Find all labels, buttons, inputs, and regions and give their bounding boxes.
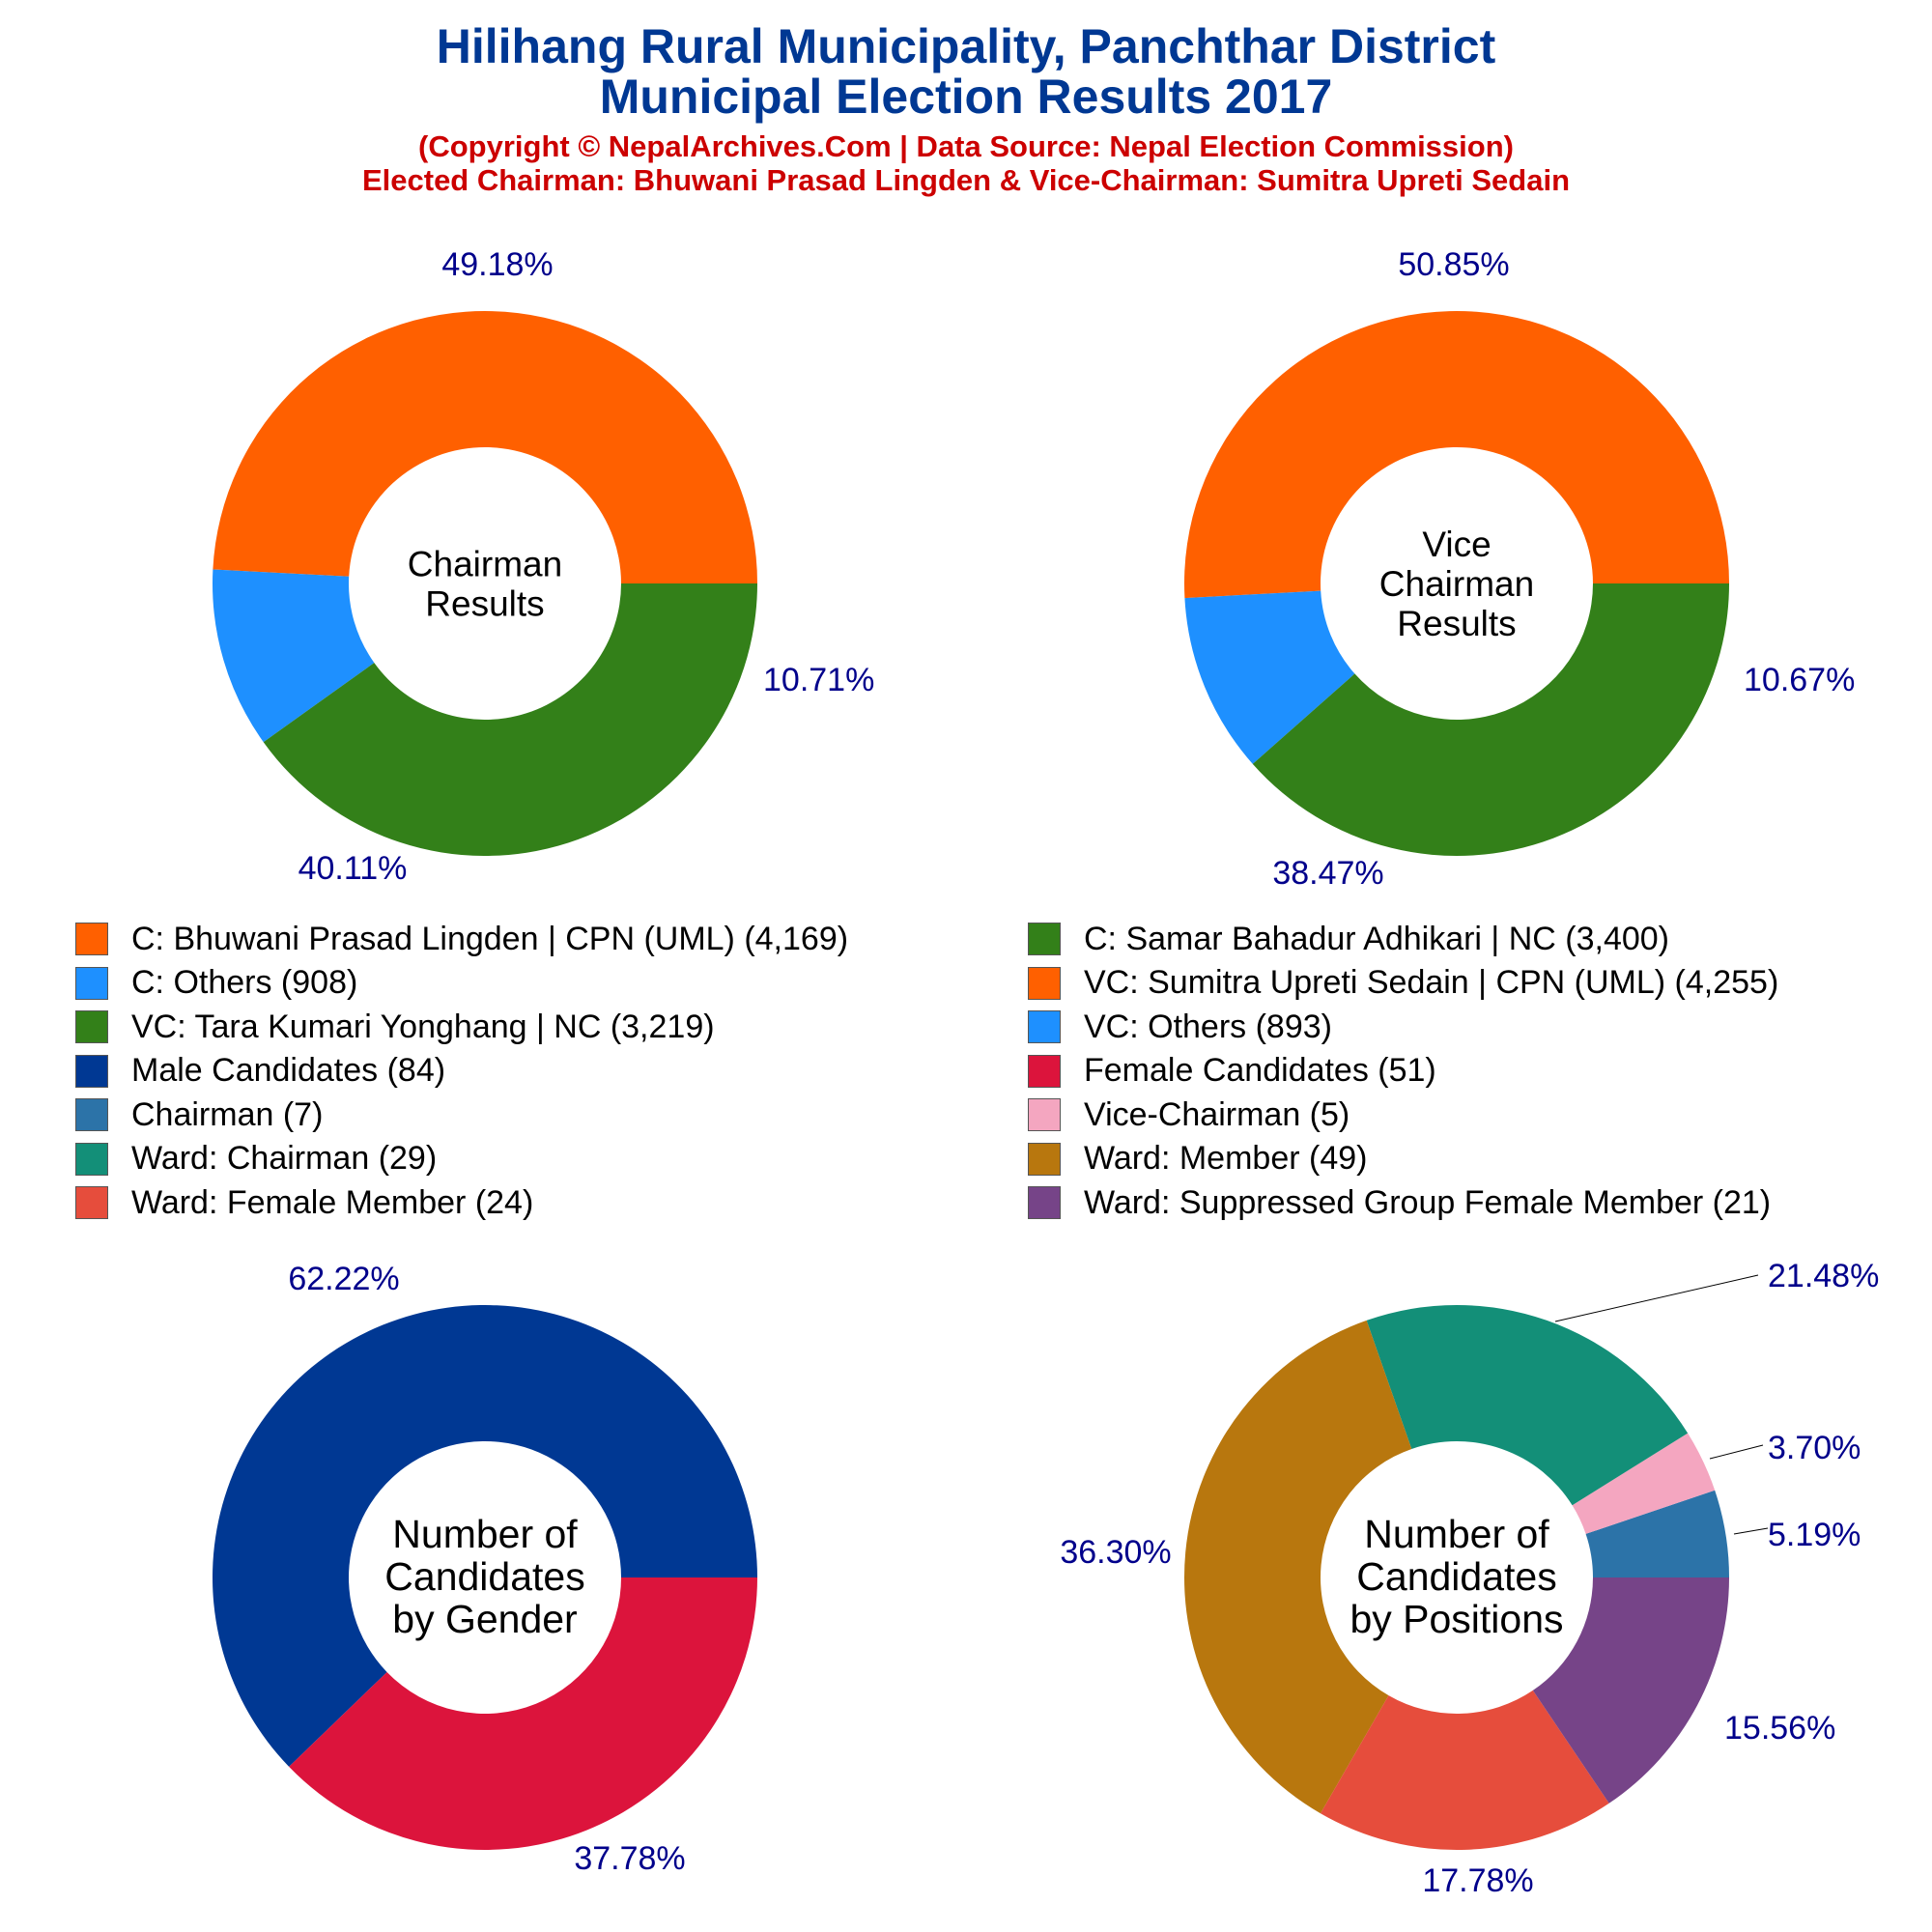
slice-pct-label: 62.22% — [288, 1261, 399, 1297]
legend-swatch — [1028, 1186, 1061, 1219]
slice-pct-label: 10.71% — [763, 662, 874, 698]
legend-item: VC: Tara Kumari Yonghang | NC (3,219) — [75, 1006, 715, 1048]
legend-label: Male Candidates (84) — [131, 1052, 446, 1089]
slice-pct-label: 49.18% — [441, 246, 553, 283]
legend-item: Ward: Suppressed Group Female Member (21… — [1028, 1181, 1771, 1224]
donut-slice — [1366, 1305, 1689, 1506]
donut-slice — [1184, 1320, 1412, 1814]
legend-label: C: Samar Bahadur Adhikari | NC (3,400) — [1084, 920, 1669, 957]
legend-swatch — [75, 923, 108, 955]
legend-item: VC: Sumitra Upreti Sedain | CPN (UML) (4… — [1028, 962, 1778, 1005]
legend-label: C: Bhuwani Prasad Lingden | CPN (UML) (4… — [131, 920, 849, 957]
legend-item: C: Bhuwani Prasad Lingden | CPN (UML) (4… — [75, 918, 848, 960]
slice-pct-label: 15.56% — [1724, 1710, 1835, 1747]
legend-swatch — [1028, 1010, 1061, 1043]
donut-slice — [263, 583, 757, 856]
legend-label: VC: Tara Kumari Yonghang | NC (3,219) — [131, 1008, 715, 1045]
leader-line — [1733, 1527, 1769, 1535]
legend-label: Ward: Suppressed Group Female Member (21… — [1084, 1183, 1772, 1221]
slice-pct-label: 38.47% — [1272, 855, 1383, 892]
legend-swatch — [75, 1098, 108, 1131]
center-label: Vice — [1422, 525, 1491, 564]
donut-slice — [1532, 1577, 1729, 1804]
chart-title-line2: Municipal Election Results 2017 — [599, 70, 1333, 124]
legend-swatch — [1028, 1142, 1061, 1176]
center-label: Number of — [1364, 1512, 1549, 1556]
legend-swatch — [75, 1054, 108, 1088]
legend-swatch — [75, 1010, 108, 1043]
center-label: Candidates — [1356, 1554, 1556, 1599]
center-label: Results — [425, 584, 544, 624]
legend-item: Ward: Member (49) — [1028, 1138, 1367, 1180]
center-label: by Positions — [1350, 1597, 1563, 1641]
legend-swatch — [75, 966, 108, 1000]
slice-pct-label: 17.78% — [1422, 1862, 1533, 1899]
legend-item: Ward: Female Member (24) — [75, 1181, 533, 1224]
donut-slice — [289, 1577, 757, 1850]
slice-pct-label: 50.85% — [1398, 246, 1509, 283]
legend-swatch — [75, 1142, 108, 1176]
slice-pct-label: 5.19% — [1768, 1517, 1861, 1553]
slice-pct-label: 21.48% — [1768, 1258, 1879, 1294]
slice-pct-label: 36.30% — [1060, 1534, 1171, 1571]
center-label: Candidates — [384, 1554, 584, 1599]
leader-line — [1554, 1274, 1759, 1322]
chart-subtitle-elected: Elected Chairman: Bhuwani Prasad Lingden… — [361, 163, 1571, 197]
legend-label: Ward: Female Member (24) — [131, 1183, 534, 1221]
center-label: by Gender — [392, 1597, 577, 1641]
donut-slice — [1572, 1433, 1716, 1534]
legend-swatch — [1028, 966, 1061, 1000]
donut-slice — [213, 569, 375, 743]
legend-item: Male Candidates (84) — [75, 1050, 445, 1093]
legend-label: Ward: Chairman (29) — [131, 1140, 438, 1177]
slice-pct-label: 3.70% — [1768, 1430, 1861, 1466]
donut-slice — [1184, 590, 1355, 764]
donut-slice — [213, 311, 757, 583]
legend-item: Vice-Chairman (5) — [1028, 1094, 1350, 1136]
legend-item: VC: Others (893) — [1028, 1006, 1332, 1048]
center-label: Results — [1397, 604, 1516, 643]
donut-slice — [1585, 1490, 1729, 1577]
legend-item: Ward: Chairman (29) — [75, 1138, 437, 1180]
center-label: Chairman — [408, 545, 562, 584]
legend-item: C: Others (908) — [75, 962, 357, 1005]
legend-label: C: Others (908) — [131, 964, 358, 1001]
legend-swatch — [75, 1186, 108, 1219]
chart-title-line1: Hilihang Rural Municipality, Panchthar D… — [436, 19, 1496, 73]
donut-slice — [213, 1305, 757, 1767]
legend-label: VC: Sumitra Upreti Sedain | CPN (UML) (4… — [1084, 964, 1779, 1001]
header: Hilihang Rural Municipality, Panchthar D… — [0, 21, 1932, 197]
donut-slice — [1321, 1690, 1609, 1850]
slice-pct-label: 40.11% — [298, 850, 408, 887]
donut-chart-4: 5.19% 3.70% 21.48% 36.30% 17.78% 15.56% Number… — [1060, 1258, 1879, 1899]
donut-slice — [1184, 311, 1729, 599]
center-label: Chairman — [1379, 564, 1534, 604]
leader-line — [1709, 1444, 1764, 1460]
legend-swatch — [1028, 1054, 1061, 1088]
legend-swatch — [1028, 1098, 1061, 1131]
chart-subtitle-copyright: (Copyright © NepalArchives.Com | Data So… — [418, 129, 1514, 163]
legend-label: Vice-Chairman (5) — [1084, 1095, 1350, 1133]
legend-label: VC: Others (893) — [1084, 1008, 1332, 1045]
legend-swatch — [1028, 923, 1061, 955]
legend-label: Chairman (7) — [131, 1095, 324, 1133]
legend-item: Female Candidates (51) — [1028, 1050, 1436, 1093]
slice-pct-label: 10.67% — [1744, 662, 1855, 698]
legend-item: C: Samar Bahadur Adhikari | NC (3,400) — [1028, 918, 1669, 960]
legend-label: Female Candidates (51) — [1084, 1052, 1436, 1089]
slice-pct-label: 37.78% — [574, 1840, 685, 1877]
legend: C: Bhuwani Prasad Lingden | CPN (UML) (4… — [0, 918, 1932, 1236]
legend-item: Chairman (7) — [75, 1094, 323, 1136]
donut-slice — [1252, 583, 1729, 856]
legend-label: Ward: Member (49) — [1084, 1140, 1368, 1177]
center-label: Number of — [392, 1512, 578, 1556]
